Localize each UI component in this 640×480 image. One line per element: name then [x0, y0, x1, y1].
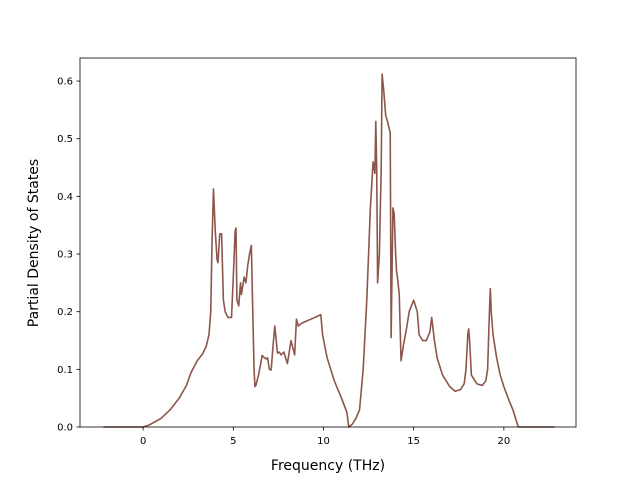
- x-tick-label: 0: [140, 436, 146, 447]
- y-tick-label: 0.3: [57, 250, 73, 261]
- x-axis-ticks: 0 5 10 15 20: [140, 427, 510, 447]
- y-tick-label: 0.5: [57, 134, 73, 145]
- x-tick-label: 15: [407, 436, 420, 447]
- y-axis-label: Partial Density of States: [26, 159, 42, 327]
- y-axis-ticks: 0.0 0.1 0.2 0.3 0.4 0.5 0.6: [57, 77, 80, 434]
- plot-frame: [79, 57, 577, 428]
- y-tick-label: 0.6: [57, 77, 73, 88]
- y-tick-label: 0.2: [57, 307, 73, 318]
- y-tick-label: 0.0: [57, 423, 73, 434]
- series-line-0: [103, 73, 555, 428]
- y-tick-label: 0.4: [57, 192, 73, 203]
- x-tick-label: 20: [497, 436, 510, 447]
- x-tick-label: 5: [230, 436, 236, 447]
- x-tick-label: 10: [317, 436, 330, 447]
- y-tick-label: 0.1: [57, 365, 73, 376]
- plot-area: [79, 57, 577, 428]
- x-axis-label: Frequency (THz): [271, 458, 385, 474]
